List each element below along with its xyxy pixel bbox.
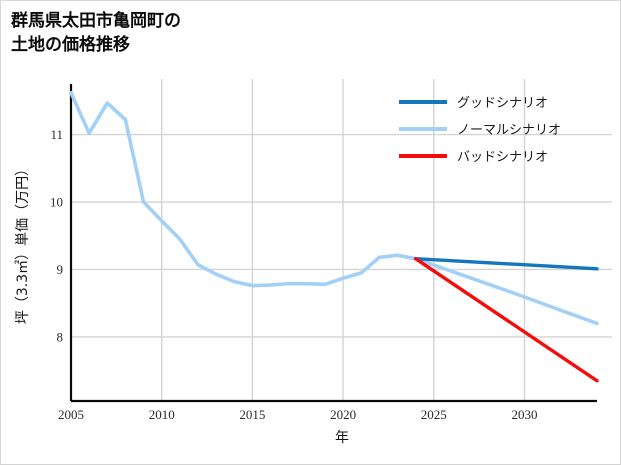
y-axis-tick-label: 9 — [57, 262, 64, 277]
series-line-good — [413, 256, 599, 271]
x-axis-title: 年 — [335, 430, 349, 446]
x-axis-tick-label: 2025 — [421, 407, 447, 422]
x-axis-tick-label: 2020 — [330, 407, 356, 422]
chart-title: 群馬県太田市亀岡町の 土地の価格推移 — [11, 9, 431, 57]
series-line-bad — [413, 256, 599, 383]
series-line-normal — [69, 90, 599, 326]
x-axis-tick-label: 2005 — [58, 407, 84, 422]
axis-lines — [69, 84, 597, 403]
y-axis-tick-label: 11 — [50, 127, 63, 142]
x-axis-tick-label: 2010 — [149, 407, 175, 422]
y-axis-tick-label: 8 — [57, 329, 64, 344]
x-axis-tick-label: 2015 — [239, 407, 265, 422]
data-series-group — [69, 90, 599, 383]
y-axis-tick-labels: 8 9 10 11 — [50, 127, 63, 344]
y-axis-tick-label: 10 — [50, 195, 63, 210]
chart-title-text: 群馬県太田市亀岡町の 土地の価格推移 — [11, 11, 181, 56]
grid-lines — [71, 79, 612, 401]
legend-label-2: バッドシナリオ — [457, 150, 548, 165]
legend-label-0: グッドシナリオ — [457, 96, 548, 111]
x-axis-tick-label: 2030 — [511, 407, 537, 422]
x-axis-tick-labels: 2005 2010 2015 2020 2025 2030 — [58, 407, 537, 422]
legend-label-1: ノーマルシナリオ — [457, 123, 561, 138]
y-axis-title: 坪（3.3㎡）単価（万円） — [15, 162, 31, 324]
